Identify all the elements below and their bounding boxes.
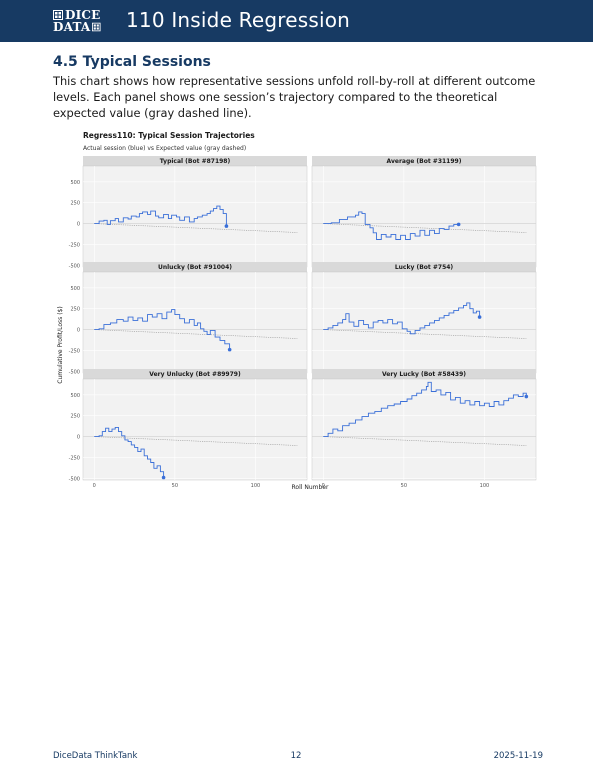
x-tick-label: 50: [172, 483, 178, 489]
section-body: This chart shows how representative sess…: [53, 74, 536, 120]
footer-org: DiceData ThinkTank: [53, 751, 138, 761]
session-end-point: [524, 394, 529, 399]
x-tick-label: 0: [93, 483, 96, 489]
facet-strip: [312, 262, 536, 272]
session-trajectory: [94, 309, 231, 350]
facet-panel: Typical (Bot #87198) -500 -250 0 250 500: [69, 156, 308, 269]
expected-value-line: [94, 329, 298, 339]
expected-value-line: [94, 436, 298, 446]
y-tick-label: -250: [69, 348, 80, 354]
x-tick-label: 0: [322, 483, 325, 489]
logo-line-1: DICE: [53, 9, 101, 21]
logo-line-2: DATA: [53, 21, 101, 33]
session-end-point: [224, 224, 229, 228]
facet-panel: Very Unlucky (Bot #89979)-500-2500250500…: [69, 369, 308, 489]
dice-logo-icon: [53, 10, 63, 20]
facet-title: Average (Bot #31199): [387, 158, 462, 165]
session-trajectories-figure: Regress110: Typical Session Trajectories…: [53, 127, 543, 497]
session-end-point: [227, 347, 232, 352]
x-axis-label: Roll Number: [292, 484, 329, 491]
header-bar: DICE DATA 110 Inside Regression: [0, 0, 593, 42]
dice-logo-icon: [92, 22, 101, 32]
facet-title: Unlucky (Bot #91004): [158, 264, 232, 271]
facet-strip: [83, 156, 307, 166]
logo-word-2: DATA: [53, 20, 91, 34]
expected-value-line: [323, 223, 527, 233]
facet-title: Lucky (Bot #754): [395, 264, 454, 271]
y-tick-label: 250: [70, 307, 80, 313]
logo-word-1: DICE: [65, 8, 101, 22]
y-tick-label: -250: [69, 455, 80, 461]
chart-title: Regress110: Typical Session Trajectories: [83, 131, 255, 140]
y-tick-label: 250: [70, 414, 80, 420]
facet-panel: Very Lucky (Bot #58439) 0 50 100: [311, 369, 537, 489]
expected-value-line: [94, 223, 298, 233]
panel-background: [311, 378, 537, 481]
document-title: 110 Inside Regression: [126, 8, 351, 32]
x-tick-label: 100: [251, 483, 261, 489]
chart-subtitle: Actual session (blue) vs Expected value …: [83, 145, 246, 152]
facet-strip: [312, 369, 536, 379]
y-tick-label: -500: [69, 476, 80, 482]
y-tick-label: 0: [77, 222, 80, 228]
session-end-point: [161, 475, 166, 480]
x-tick-label: 100: [480, 483, 490, 489]
y-tick-label: 500: [70, 286, 80, 292]
expected-value-line: [323, 329, 527, 339]
panel-background: [82, 165, 308, 268]
y-tick-label: 0: [77, 435, 80, 441]
page-number: 12: [290, 751, 302, 761]
footer-date: 2025-11-19: [493, 751, 543, 761]
session-trajectory: [94, 205, 227, 227]
panel-background: [82, 378, 308, 481]
session-trajectory: [323, 211, 459, 240]
facet-strip: [312, 156, 536, 166]
panel-background: [311, 165, 537, 268]
session-end-point: [456, 222, 461, 227]
y-tick-label: 250: [70, 201, 80, 207]
y-axis-label: Cumulative Profit/Loss ($): [57, 306, 64, 383]
expected-value-line: [323, 436, 527, 446]
facet-panel: Unlucky (Bot #91004) -500 -250 0 250 500: [69, 262, 308, 375]
facet-strip: [83, 369, 307, 379]
facet-title: Very Unlucky (Bot #89979): [149, 371, 241, 378]
panel-background: [82, 271, 308, 374]
session-trajectory: [323, 381, 527, 438]
facet-strip: [83, 262, 307, 272]
chart-panels: Typical (Bot #87198)-500-2500250500Avera…: [69, 156, 537, 489]
facet-panel: Lucky (Bot #754): [311, 262, 537, 374]
y-tick-label: 500: [70, 393, 80, 399]
x-tick-label: 50: [401, 483, 407, 489]
y-tick-label: -250: [69, 242, 80, 248]
y-tick-label: 0: [77, 328, 80, 334]
dicedata-logo: DICE DATA: [53, 9, 101, 33]
y-tick-label: -500: [69, 369, 80, 375]
chart-svg: Regress110: Typical Session Trajectories…: [57, 131, 537, 491]
section-heading: 4.5 Typical Sessions: [53, 54, 211, 70]
session-end-point: [477, 315, 482, 319]
session-trajectory: [94, 426, 165, 478]
facet-panel: Average (Bot #31199): [311, 156, 537, 268]
page-footer: DiceData ThinkTank 12 2025-11-19: [53, 751, 543, 763]
panel-background: [311, 271, 537, 374]
facet-title: Typical (Bot #87198): [160, 158, 231, 165]
facet-title: Very Lucky (Bot #58439): [382, 371, 466, 378]
y-tick-label: 500: [70, 180, 80, 186]
y-tick-label: -500: [69, 263, 80, 269]
session-trajectory: [323, 302, 481, 335]
